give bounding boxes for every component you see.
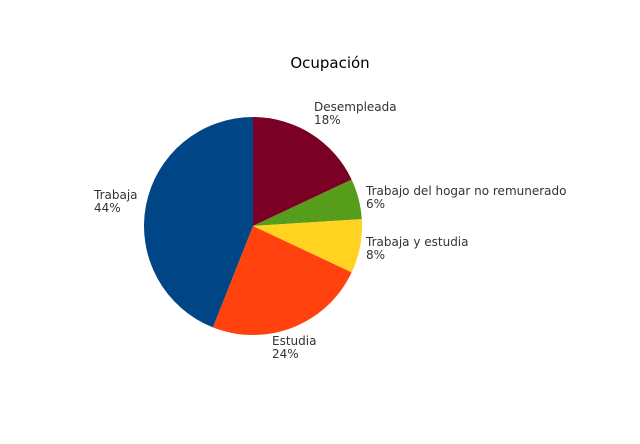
slice-label: Trabajo del hogar no remunerado	[365, 184, 566, 198]
pie-slice-trabaja	[143, 117, 253, 328]
slice-label: Estudia	[272, 334, 316, 348]
pie-slices	[143, 117, 362, 335]
pie-slice-trabajo-del-hogar-no-remunerado	[253, 179, 362, 226]
pie-slice-trabaja-y-estudia	[253, 219, 362, 273]
slice-percent-label: 44%	[94, 201, 121, 215]
pie-slice-desempleada	[253, 117, 352, 226]
slice-percent-label: 24%	[272, 347, 299, 361]
slice-percent-label: 8%	[366, 248, 385, 262]
slice-percent-label: 18%	[314, 113, 341, 127]
slice-label: Trabaja y estudia	[365, 235, 469, 249]
slice-label: Trabaja	[93, 188, 138, 202]
pie-slice-estudia	[212, 226, 352, 335]
slice-label: Desempleada	[314, 100, 397, 114]
slice-percent-label: 6%	[366, 197, 385, 211]
chart-title: Ocupación	[290, 54, 369, 72]
